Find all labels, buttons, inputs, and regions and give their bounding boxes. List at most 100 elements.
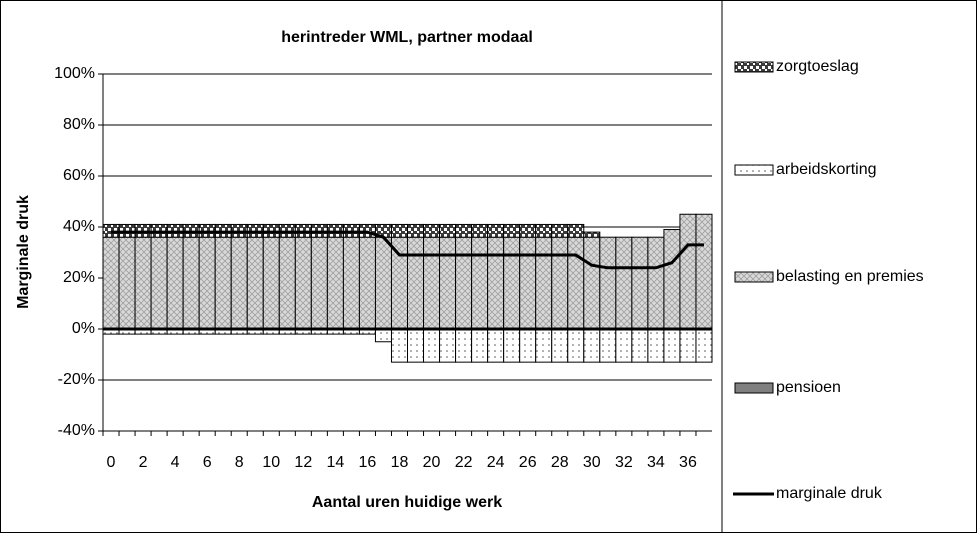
y-tick-label: -40% bbox=[58, 422, 95, 439]
bar-segment bbox=[262, 236, 280, 330]
bar-segment bbox=[615, 236, 633, 330]
x-tick-label: 16 bbox=[359, 454, 377, 471]
x-tick-label: 30 bbox=[583, 454, 601, 471]
x-tick-label: 32 bbox=[615, 454, 633, 471]
bar-segment bbox=[647, 236, 665, 330]
x-tick-label: 28 bbox=[551, 454, 569, 471]
chart-title: herintreder WML, partner modaal bbox=[281, 29, 533, 46]
bar-segment bbox=[503, 328, 521, 363]
bar-segment bbox=[519, 223, 537, 238]
legend-label: pensioen bbox=[776, 379, 841, 396]
bar-segment bbox=[246, 236, 264, 330]
bar-segment bbox=[166, 236, 184, 330]
bar-segment bbox=[567, 236, 585, 330]
bar-segment bbox=[615, 328, 633, 363]
y-tick-label: 60% bbox=[63, 167, 95, 184]
bar-segment bbox=[487, 328, 505, 363]
bar-segment bbox=[551, 223, 569, 238]
bar-segment bbox=[551, 328, 569, 363]
bar-segment bbox=[326, 236, 344, 330]
bar-segment bbox=[567, 223, 585, 238]
bar-segment bbox=[471, 223, 489, 238]
bar-segment bbox=[294, 236, 312, 330]
bar-segment bbox=[423, 223, 441, 238]
bar-segment bbox=[439, 236, 457, 330]
bar-segment bbox=[535, 328, 553, 363]
line-series bbox=[111, 230, 704, 270]
bar-segment bbox=[535, 236, 553, 330]
bar-segment bbox=[455, 328, 473, 363]
bar-segment bbox=[631, 236, 649, 330]
bar-segment bbox=[407, 236, 425, 330]
legend-label: arbeidskorting bbox=[776, 161, 877, 178]
y-axis-title: Marginale druk bbox=[15, 195, 32, 309]
bar-segment bbox=[134, 236, 152, 330]
bar-segment bbox=[407, 223, 425, 238]
bar-segment bbox=[182, 236, 200, 330]
x-tick-label: 34 bbox=[647, 454, 665, 471]
bar-segment bbox=[390, 328, 409, 363]
legend-label: belasting en premies bbox=[776, 268, 924, 285]
legend-swatch bbox=[734, 164, 774, 176]
x-tick-label: 2 bbox=[139, 454, 148, 471]
bar-segment bbox=[583, 328, 601, 363]
x-tick-label: 36 bbox=[679, 454, 697, 471]
bar-segment bbox=[679, 213, 697, 330]
y-tick-label: 40% bbox=[63, 218, 95, 235]
y-tick-label: 0% bbox=[72, 320, 95, 337]
bar-segment bbox=[695, 213, 713, 330]
bar-segment bbox=[567, 328, 585, 363]
bar-segment bbox=[503, 236, 521, 330]
bar-segment bbox=[663, 229, 681, 330]
bar-segment bbox=[487, 236, 505, 330]
bar-segment bbox=[102, 236, 120, 330]
bar-segment bbox=[487, 223, 505, 238]
bar-segment bbox=[230, 236, 248, 330]
bar-segment bbox=[647, 328, 665, 363]
bar-segment bbox=[455, 236, 473, 330]
x-tick-label: 12 bbox=[294, 454, 312, 471]
bar-segment bbox=[118, 236, 136, 330]
bar-segment bbox=[358, 236, 376, 330]
x-tick-label: 22 bbox=[455, 454, 473, 471]
x-tick-label: 14 bbox=[326, 454, 344, 471]
legend-swatch bbox=[734, 382, 774, 394]
bar-segment bbox=[310, 236, 328, 330]
bar-segment bbox=[150, 236, 168, 330]
x-tick-label: 18 bbox=[391, 454, 409, 471]
bar-segment bbox=[407, 328, 425, 363]
legend-swatch bbox=[734, 271, 774, 283]
y-tick-label: -20% bbox=[58, 371, 95, 388]
legend-label: zorgtoeslag bbox=[776, 58, 859, 75]
bar-segment bbox=[583, 231, 601, 238]
x-tick-label: 8 bbox=[235, 454, 244, 471]
y-tick-label: 80% bbox=[63, 116, 95, 133]
x-tick-label: 20 bbox=[423, 454, 441, 471]
bar-segment bbox=[278, 236, 296, 330]
bar-segment bbox=[439, 328, 457, 363]
bar-segment bbox=[679, 328, 697, 363]
bar-segment bbox=[551, 236, 569, 330]
bar-segment bbox=[631, 328, 649, 363]
x-axis-title: Aantal uren huidige werk bbox=[312, 494, 502, 511]
x-tick-label: 26 bbox=[519, 454, 537, 471]
y-tick-label: 100% bbox=[54, 65, 95, 82]
bar-segment bbox=[374, 328, 392, 343]
bar-segment bbox=[471, 236, 489, 330]
bar-segment bbox=[374, 236, 392, 330]
bar-segment bbox=[519, 236, 537, 330]
legend-swatch bbox=[734, 61, 774, 73]
y-tick-label: 20% bbox=[63, 269, 95, 286]
bar-segment bbox=[599, 328, 617, 363]
legend-label: marginale druk bbox=[776, 485, 883, 502]
bar-segment bbox=[214, 236, 232, 330]
x-tick-label: 10 bbox=[262, 454, 280, 471]
bar-segment bbox=[455, 223, 473, 238]
bar-segment bbox=[439, 223, 457, 238]
bar-segment bbox=[535, 223, 553, 238]
bar-segment bbox=[503, 223, 521, 238]
bar-segment bbox=[663, 328, 681, 363]
bar-segment bbox=[423, 236, 441, 330]
bar-segment bbox=[695, 328, 713, 363]
